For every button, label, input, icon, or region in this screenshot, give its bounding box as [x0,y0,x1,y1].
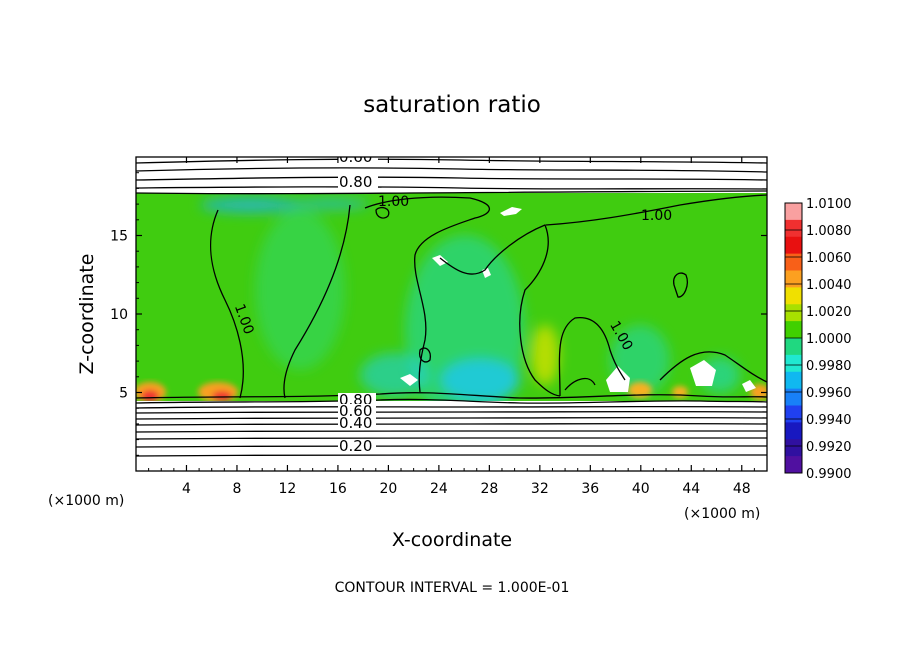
contour-lower-4 [136,410,767,414]
chart-title: saturation ratio [363,92,541,118]
contour-100-h [659,351,767,383]
x-tick-label: 4 [182,481,191,497]
y-tick-label: 5 [119,386,128,402]
colorbar-tick-label: 0.9940 [806,413,852,428]
y-tick-label: 10 [110,307,128,323]
y-tick-label: 15 [110,229,128,245]
contour-lower-10 [136,454,767,457]
colorbar-swatch [785,304,802,322]
colorbar-swatch [785,287,802,305]
colorbar-swatch [785,338,802,356]
colorbar-swatch [785,321,802,339]
contour-label: 0.20 [339,437,372,455]
contour-labels: 0.60 0.80 1.00 1.00 1.00 1.00 0.80 0.60 … [231,148,672,455]
contour-100-c [364,196,491,393]
contour-100-e [558,317,626,397]
x-tick-label: 12 [279,481,297,497]
colorbar-tick-label: 0.9900 [806,467,852,482]
colorbar-swatch [785,270,802,288]
contour-lower-6 [136,422,767,426]
contour-lower-7 [136,430,767,433]
colorbar-tick-label: 0.9980 [806,359,852,374]
colorbar-tick-label: 1.0020 [806,305,852,320]
colorbar-swatch [785,371,802,390]
colorbar-tick-label: 1.0080 [806,224,852,239]
colorbar-tick-label: 0.9920 [806,440,852,455]
contour-upper-3 [136,176,767,181]
colorbar-swatch [785,456,802,474]
contours [136,158,767,457]
contour-upper-2 [136,167,767,173]
colorbar-swatch [785,236,802,255]
contour-upper-1 [136,158,767,164]
contour-lower-1 [136,392,767,399]
dry-pockets [400,207,756,392]
x-tick-label: 20 [379,481,397,497]
colorbar-swatch [785,405,802,423]
x-unit-right: (×1000 m) [684,506,760,522]
y-axis-label: Z-coordinate [76,254,98,375]
x-tick-label: 48 [733,481,751,497]
x-tick-label: 44 [682,481,700,497]
colorbar-swatch [785,388,802,406]
contour-100-k [419,347,431,363]
contour-label: 0.60 [339,402,372,420]
contour-upper-4 [136,186,767,190]
contour-100-f [545,194,767,226]
colorbar-tick-label: 1.0060 [806,251,852,266]
colorbar: 1.0100 1.0080 1.0060 1.0040 1.0020 1.0000 0.99… [784,197,852,482]
colorbar-swatch [785,422,802,440]
contour-label: 0.40 [339,414,372,432]
x-tick-label: 36 [581,481,599,497]
contour-100-d [439,224,561,397]
x-tick-label: 24 [430,481,448,497]
contour-100-g [673,272,688,298]
contour-label: 0.60 [339,148,372,166]
contour-100-b [283,204,351,399]
x-tick-label: 40 [632,481,650,497]
contour-lower-8 [136,437,767,440]
x-tick-label: 28 [480,481,498,497]
colorbar-tick-label: 1.0040 [806,278,852,293]
contour-100-i [564,377,596,391]
colorbar-swatch [785,219,802,238]
colorbar-swatch [785,439,802,457]
x-tick-label: 32 [531,481,549,497]
contour-label: 1.00 [378,194,409,210]
contour-lower-3 [136,405,767,409]
colorbar-swatch [785,253,802,271]
contour-label: 0.80 [339,173,372,191]
moist-layer [136,193,767,401]
colorbar-tick-label: 1.0100 [806,197,852,212]
contour-interval-footer: CONTOUR INTERVAL = 1.000E-01 [335,580,570,596]
contour-lower-2 [136,398,767,404]
contour-label: 1.00 [641,208,672,224]
x-axis-label: X-coordinate [392,529,512,551]
colorbar-tick-label: 0.9960 [806,386,852,401]
contour-100-j [375,206,390,219]
x-tick-label: 16 [329,481,347,497]
x-tick-label: 8 [232,481,241,497]
contour-upper-5 [136,190,767,195]
contour-100-a [209,209,244,399]
plot-area: 0.60 0.80 1.00 1.00 1.00 1.00 0.80 0.60 … [136,148,767,471]
x-unit-left: (×1000 m) [48,493,124,509]
colorbar-tick-label: 1.0000 [806,332,852,347]
colorbar-swatch [785,354,802,373]
contour-lower-9 [136,445,767,448]
colorbar-swatch [785,203,802,221]
contour-lower-5 [136,416,767,420]
